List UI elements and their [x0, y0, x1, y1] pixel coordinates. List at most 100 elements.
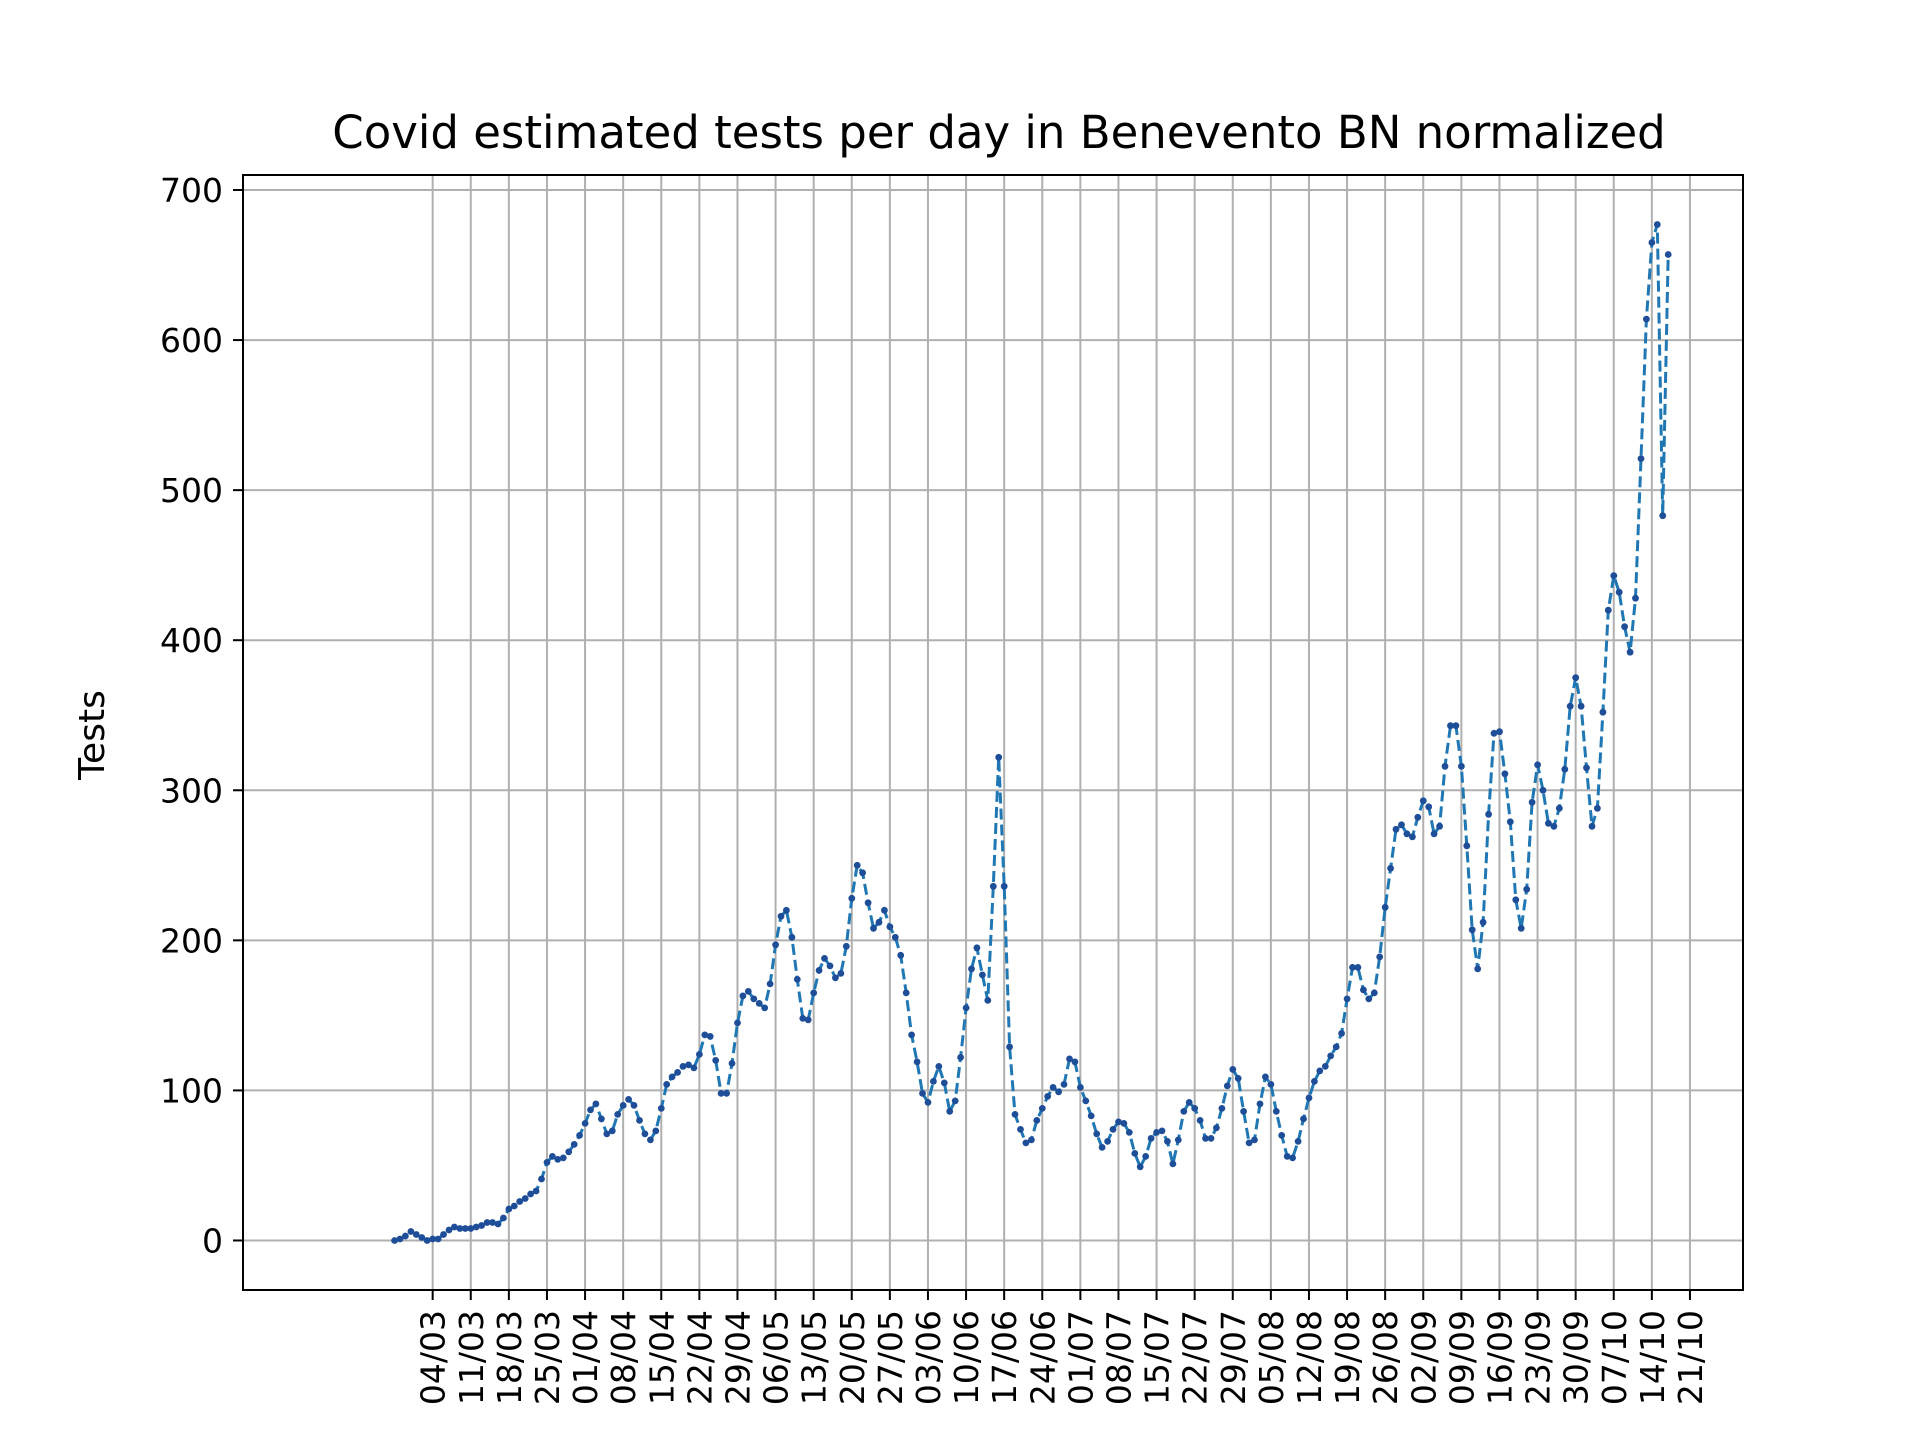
data-point [619, 1102, 627, 1109]
y-axis-label: Tests [72, 690, 113, 781]
data-point [641, 1130, 649, 1138]
data-point [647, 1136, 654, 1144]
data-point [848, 894, 856, 902]
data-point [826, 962, 834, 970]
data-point [1594, 804, 1601, 812]
data-point [1240, 1108, 1247, 1115]
data-point [908, 1031, 915, 1039]
data-point [701, 1031, 709, 1039]
data-point [1098, 1144, 1106, 1151]
data-point [946, 1108, 954, 1115]
data-point [750, 995, 758, 1003]
data-point [984, 997, 992, 1004]
data-point [690, 1064, 698, 1072]
data-point [1349, 964, 1356, 971]
data-point [1229, 1066, 1237, 1073]
data-point [1637, 455, 1645, 462]
data-point [472, 1223, 480, 1231]
x-tick-label: 13/05 [795, 1310, 834, 1405]
data-point [979, 971, 986, 979]
data-point [1452, 722, 1460, 730]
data-point [1022, 1139, 1030, 1147]
x-tick-label: 17/06 [985, 1310, 1024, 1405]
data-point [1185, 1099, 1193, 1106]
data-point [532, 1187, 540, 1195]
data-point [505, 1205, 513, 1213]
data-point [1632, 594, 1639, 602]
data-point [1153, 1129, 1160, 1136]
data-point [1517, 924, 1525, 932]
x-tick-label: 12/08 [1290, 1310, 1329, 1405]
data-point [968, 965, 975, 973]
data-point [603, 1130, 611, 1138]
data-point [761, 1004, 769, 1012]
x-tick-label: 07/10 [1595, 1310, 1634, 1405]
data-point [1300, 1115, 1307, 1123]
data-point [429, 1235, 437, 1243]
data-point [598, 1115, 605, 1123]
data-point [1038, 1105, 1046, 1112]
data-point [538, 1175, 545, 1183]
data-point [1104, 1138, 1111, 1145]
data-point [957, 1054, 964, 1061]
y-tick-label: 0 [202, 1221, 223, 1260]
data-point [772, 941, 779, 949]
data-point [1000, 882, 1008, 890]
data-point [1033, 1117, 1041, 1124]
data-point [1147, 1135, 1155, 1142]
data-point [1044, 1093, 1052, 1100]
data-point [940, 1079, 948, 1087]
data-point [881, 906, 888, 914]
data-point [1370, 989, 1378, 997]
data-point [1387, 864, 1394, 872]
x-tick-label: 11/03 [452, 1310, 491, 1405]
data-point [930, 1078, 937, 1085]
y-tick-label: 400 [160, 621, 223, 660]
data-point [1028, 1136, 1035, 1144]
data-point [1610, 572, 1618, 580]
data-point [587, 1106, 594, 1114]
data-point [418, 1234, 426, 1241]
data-point [1659, 512, 1667, 520]
data-point [832, 974, 839, 982]
data-point [1060, 1081, 1068, 1088]
y-tick-label: 300 [160, 771, 223, 810]
data-point [1490, 729, 1498, 737]
data-point [1583, 764, 1590, 772]
data-point [1202, 1135, 1209, 1142]
data-point [1621, 623, 1628, 631]
data-point [467, 1225, 475, 1232]
data-point [1354, 964, 1362, 971]
data-point [608, 1127, 616, 1135]
data-point [1572, 674, 1580, 682]
x-tick-label: 08/07 [1099, 1310, 1138, 1405]
data-point [614, 1111, 622, 1118]
data-point [1109, 1126, 1117, 1133]
data-point [423, 1237, 431, 1244]
data-point [1501, 770, 1509, 778]
data-point [1011, 1111, 1019, 1118]
data-point [1283, 1153, 1291, 1160]
data-point [995, 753, 1003, 761]
data-point [897, 951, 905, 959]
data-point [783, 906, 790, 914]
data-point [663, 1081, 671, 1088]
x-tick-label: 21/10 [1671, 1310, 1710, 1405]
data-point [1414, 813, 1422, 821]
data-point [853, 861, 861, 869]
y-tick-label: 200 [160, 921, 223, 960]
data-point [793, 976, 801, 983]
data-point [1142, 1153, 1150, 1160]
data-point [1006, 1043, 1013, 1051]
data-point [717, 1090, 725, 1097]
data-point [804, 1016, 812, 1024]
data-point [1588, 822, 1596, 830]
x-tick-label: 30/09 [1557, 1310, 1596, 1405]
data-point [1512, 896, 1520, 904]
x-tick-label: 05/08 [1252, 1310, 1291, 1405]
data-point [1506, 818, 1514, 826]
data-point [1376, 953, 1384, 961]
data-point [1599, 708, 1607, 716]
data-point [1425, 803, 1433, 811]
